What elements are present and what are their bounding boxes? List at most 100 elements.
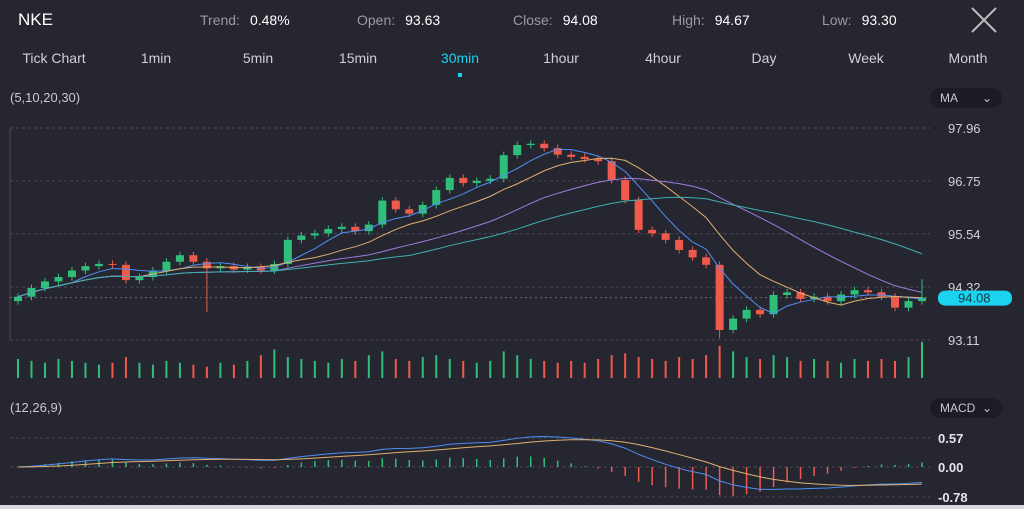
volume-bar	[718, 345, 721, 378]
candle-body	[54, 277, 63, 282]
bottom-bar	[0, 505, 1024, 509]
volume-bar	[489, 360, 492, 378]
tab-5min[interactable]: 5min	[242, 50, 274, 66]
volume-bar	[57, 359, 60, 378]
macd-tick-label: 0.57	[938, 431, 963, 446]
candle-body	[783, 292, 792, 295]
stat-label: Close:	[513, 12, 553, 28]
ma-selector-label: MA	[940, 91, 958, 105]
tab-30min[interactable]: 30min	[440, 50, 480, 66]
candle-body	[850, 290, 859, 295]
volume-bar	[853, 359, 856, 378]
candle-body	[94, 263, 103, 267]
volume-bar	[921, 341, 923, 378]
stat-value: 93.30	[861, 12, 897, 28]
volume-bar	[880, 359, 883, 378]
volume-bar	[84, 362, 87, 378]
volume-bar	[178, 362, 181, 378]
candle-body	[40, 281, 49, 288]
volume-bar	[664, 360, 667, 378]
candle-body	[594, 159, 603, 162]
candle-body	[918, 297, 926, 302]
volume-bar	[70, 360, 73, 378]
volume-bar	[124, 357, 127, 378]
candle-body	[540, 143, 549, 149]
tab-tick-chart[interactable]: Tick Chart	[22, 50, 86, 66]
tab-day[interactable]: Day	[751, 50, 777, 66]
price-tick-label: 93.11	[948, 333, 980, 348]
timeframe-tabs: Tick Chart 1min 5min 15min 30min 1hour 4…	[0, 50, 1024, 70]
close-icon[interactable]	[970, 6, 998, 34]
volume-bar	[813, 359, 816, 378]
candle-body	[378, 200, 387, 225]
tab-month[interactable]: Month	[948, 50, 988, 66]
candle-body	[189, 255, 198, 262]
volume-bar	[691, 359, 694, 378]
tab-4hour[interactable]: 4hour	[645, 50, 681, 66]
candle-body	[135, 277, 144, 281]
volume-bar	[651, 359, 654, 378]
candle-body	[729, 318, 738, 330]
volume-bar	[597, 359, 600, 378]
macd-selector-label: MACD	[940, 401, 976, 415]
volume-bar	[516, 355, 519, 378]
candle-body	[337, 226, 346, 229]
candle-body	[472, 180, 481, 184]
candle-body	[702, 257, 711, 265]
stat-label: Low:	[822, 12, 852, 28]
volume-bar	[867, 360, 870, 378]
candle-body	[756, 309, 765, 315]
volume-bar	[448, 359, 451, 378]
volume-bar	[705, 355, 708, 378]
candle-body	[405, 209, 414, 214]
candle-body	[67, 270, 76, 278]
candle-body	[108, 263, 117, 265]
tab-week[interactable]: Week	[848, 50, 884, 66]
ma-selector[interactable]: MA ⌄	[930, 88, 1002, 108]
candle-body	[688, 249, 697, 258]
volume-bar	[421, 357, 424, 378]
volume-bar	[907, 357, 910, 378]
low-stat: Low: 93.30	[822, 12, 897, 28]
candle-body	[742, 309, 751, 319]
stat-value: 93.63	[405, 12, 441, 28]
last-price-pill	[938, 290, 1012, 306]
candle-body	[675, 239, 684, 250]
price-tick-label: 96.75	[948, 174, 981, 189]
ma20-line	[17, 177, 923, 298]
chevron-down-icon: ⌄	[981, 401, 992, 415]
volume-bar	[219, 362, 222, 378]
candle-body	[364, 224, 373, 232]
price-tick-label: 97.96	[948, 121, 981, 136]
candle-body	[162, 261, 171, 271]
volume-bar	[151, 364, 154, 378]
volume-bar	[894, 360, 897, 378]
candle-body	[297, 235, 306, 240]
volume-bar	[394, 359, 397, 378]
chevron-down-icon: ⌄	[981, 91, 992, 105]
macd-tick-label: -0.78	[938, 490, 968, 505]
stat-label: Open:	[357, 12, 396, 28]
volume-bar	[840, 362, 843, 378]
tab-15min[interactable]: 15min	[338, 50, 378, 66]
open-stat: Open: 93.63	[357, 12, 440, 28]
volume-bar	[435, 355, 438, 378]
candle-body	[391, 200, 400, 210]
tab-1hour[interactable]: 1hour	[543, 50, 579, 66]
tab-1min[interactable]: 1min	[140, 50, 172, 66]
candle-body	[567, 154, 576, 157]
candle-body	[526, 143, 535, 146]
volume-bar	[232, 364, 235, 378]
volume-bar	[678, 357, 681, 378]
volume-bar	[381, 351, 384, 378]
volume-bar	[624, 353, 627, 378]
candle-body	[81, 266, 90, 271]
macd-selector[interactable]: MACD ⌄	[930, 398, 1002, 418]
symbol-title: NKE	[18, 10, 53, 29]
macd-dea-line	[17, 439, 923, 486]
volume-bar	[408, 360, 411, 378]
volume-bar	[462, 360, 465, 378]
volume-bar	[192, 364, 195, 378]
